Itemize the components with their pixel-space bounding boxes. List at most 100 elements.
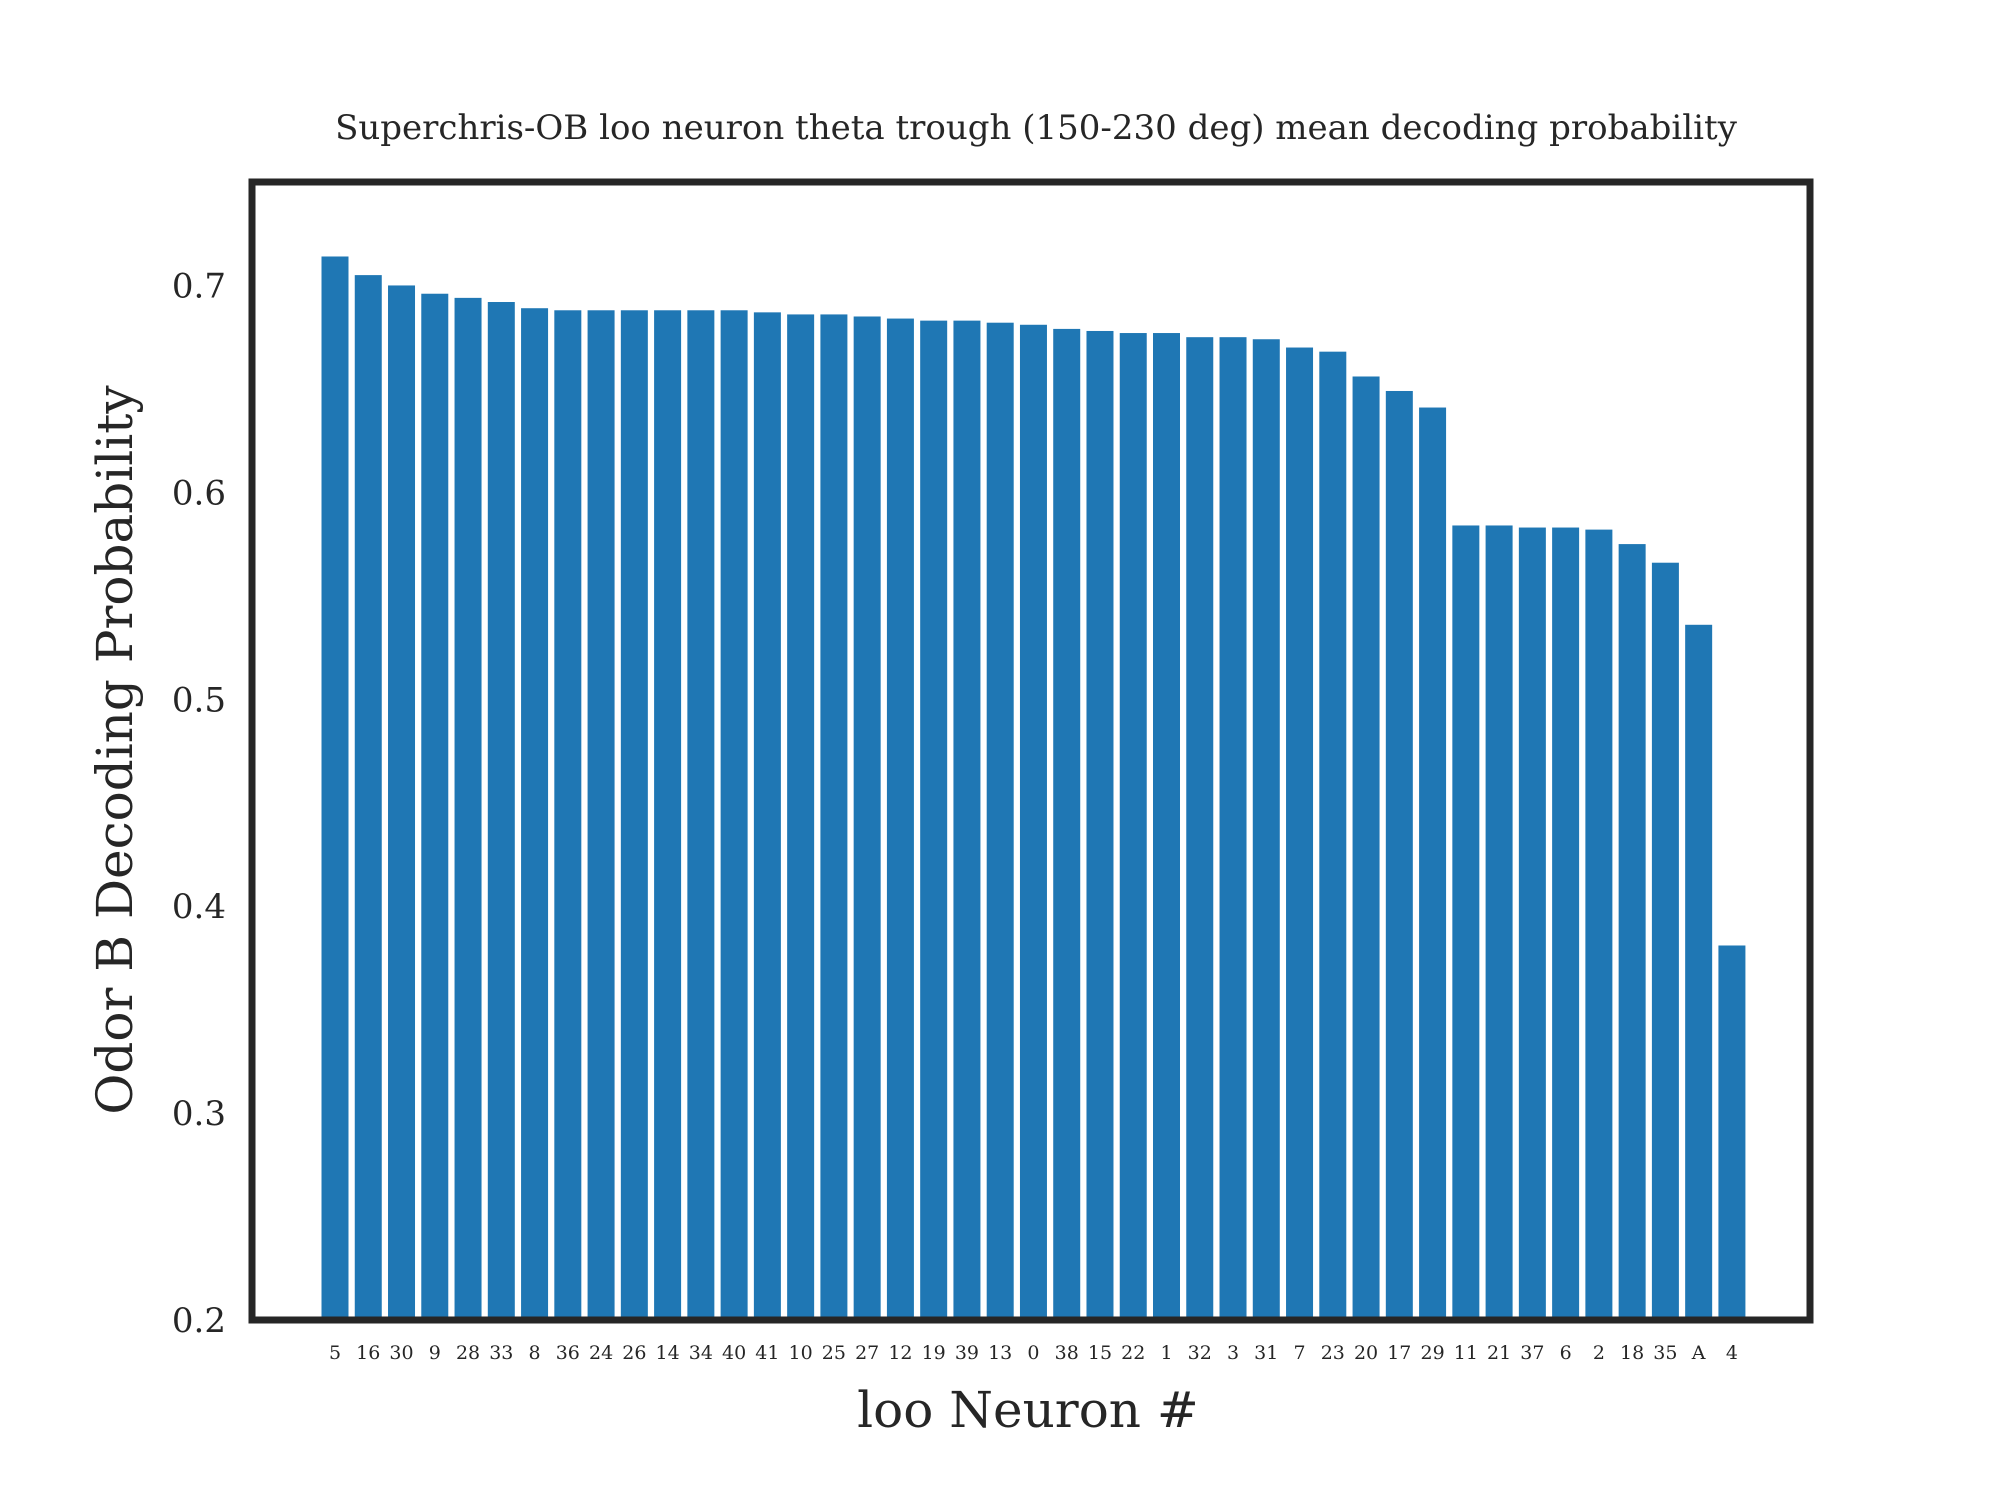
x-tick-label: 31 [1254,1342,1278,1364]
bar-24 [587,310,615,1320]
x-tick-label: 13 [988,1342,1012,1364]
bar-36 [554,310,582,1320]
bar-4 [1718,945,1746,1320]
chart-title: Superchris-OB loo neuron theta trough (1… [335,108,1738,148]
x-tick-label: 23 [1321,1342,1345,1364]
x-tick-label: 19 [922,1342,946,1364]
x-tick-label: 17 [1387,1342,1411,1364]
bar-31 [1252,339,1280,1320]
x-tick-label: 24 [589,1342,613,1364]
y-tick-label: 0.2 [172,1301,226,1341]
bar-28 [454,297,482,1320]
y-axis-ticks: 0.2 0.3 0.4 0.5 0.6 0.7 [172,266,226,1341]
x-tick-label: A [1691,1342,1706,1364]
bar-21 [1485,525,1513,1320]
x-tick-label: 12 [888,1342,912,1364]
x-tick-label: 15 [1088,1342,1112,1364]
bar-34 [687,310,715,1320]
bar-26 [620,310,648,1320]
bar-15 [1086,330,1114,1321]
bar-12 [886,318,914,1320]
y-tick-label: 0.4 [172,887,226,927]
bar-23 [1319,351,1347,1320]
y-axis-label: Odor B Decoding Probability [86,385,144,1115]
x-tick-label: 29 [1420,1342,1444,1364]
bar-9 [421,293,449,1321]
x-tick-label: 22 [1121,1342,1145,1364]
y-tick-label: 0.3 [172,1094,226,1134]
bar-6 [1552,527,1580,1320]
bar-22 [1119,333,1147,1320]
x-tick-label: 33 [489,1342,513,1364]
bar-39 [953,320,981,1320]
bar-17 [1385,390,1413,1321]
bar-14 [654,310,682,1320]
bar-30 [388,285,416,1321]
x-tick-label: 32 [1188,1342,1212,1364]
bar-40 [720,310,748,1320]
bar-16 [354,275,382,1320]
x-tick-label: 39 [955,1342,979,1364]
x-tick-label: 14 [656,1342,680,1364]
bar-0 [1019,324,1047,1320]
x-axis-ticks: 5 16 30 9 28 33 8 36 24 26 14 34 40 41 10 25 27 12 19 39 13 0… [329,1342,1738,1364]
x-tick-label: 26 [622,1342,646,1364]
bar-35 [1651,562,1679,1320]
x-tick-label: 30 [389,1342,413,1364]
x-tick-label: 27 [855,1342,879,1364]
x-tick-label: 41 [755,1342,779,1364]
bar-41 [753,312,781,1321]
bar-37 [1518,527,1546,1320]
x-tick-label: 36 [556,1342,580,1364]
bar-19 [920,320,948,1320]
y-tick-label: 0.5 [172,680,226,720]
x-tick-label: 5 [329,1342,341,1364]
x-tick-label: 1 [1160,1342,1172,1364]
bar-2 [1585,529,1613,1320]
x-tick-label: 16 [356,1342,380,1364]
x-tick-label: 6 [1560,1342,1572,1364]
bar-27 [853,316,881,1320]
x-tick-label: 4 [1726,1342,1738,1364]
x-tick-label: 2 [1593,1342,1605,1364]
bars-group [321,256,1746,1321]
bar-8 [521,308,549,1321]
x-tick-label: 7 [1293,1342,1305,1364]
x-tick-label: 18 [1620,1342,1644,1364]
x-tick-label: 40 [722,1342,746,1364]
bar-11 [1452,525,1480,1320]
bar-18 [1618,544,1646,1320]
bar-3 [1219,337,1247,1320]
x-tick-label: 37 [1520,1342,1544,1364]
bar-7 [1286,347,1314,1320]
x-axis-label: loo Neuron # [857,1381,1199,1439]
x-tick-label: 20 [1354,1342,1378,1364]
x-tick-label: 0 [1027,1342,1039,1364]
bar-33 [487,302,515,1320]
bar-29 [1419,407,1447,1320]
x-tick-label: 28 [456,1342,480,1364]
x-tick-label: 34 [689,1342,713,1364]
bar-20 [1352,376,1380,1320]
y-tick-label: 0.7 [172,266,226,306]
bar-5 [321,256,349,1320]
x-tick-label: 3 [1227,1342,1239,1364]
x-tick-label: 9 [429,1342,441,1364]
x-tick-label: 21 [1487,1342,1511,1364]
plot-frame [248,178,1814,1324]
x-tick-label: 35 [1653,1342,1677,1364]
bar-32 [1186,337,1214,1320]
x-tick-label: 10 [789,1342,813,1364]
bar-25 [820,314,848,1320]
bar-A [1685,624,1713,1320]
x-tick-label: 8 [529,1342,541,1364]
bar-13 [986,322,1014,1320]
y-tick-label: 0.6 [172,473,226,513]
bar-38 [1053,328,1081,1320]
x-tick-label: 38 [1055,1342,1079,1364]
bar-10 [787,314,815,1320]
x-tick-label: 11 [1454,1342,1478,1364]
x-tick-label: 25 [822,1342,846,1364]
bar-1 [1153,333,1180,1320]
